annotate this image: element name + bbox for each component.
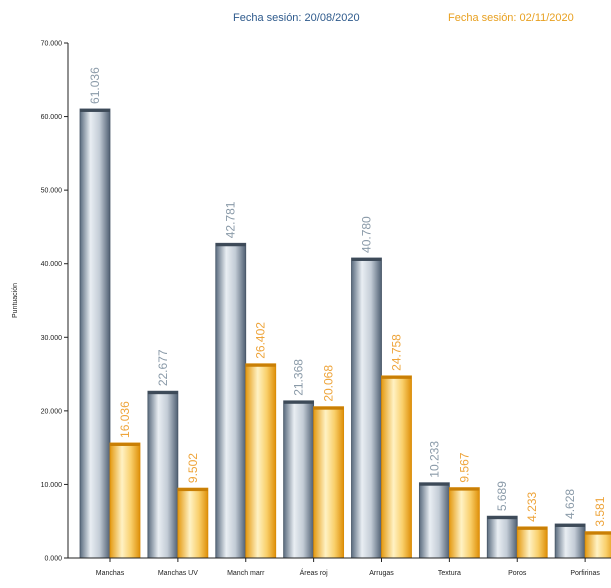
bar-2 [584,531,611,559]
x-tick-label: Manch marr [227,570,265,577]
bar-top-1 [80,108,110,112]
x-tick-label: Manchas [96,570,125,577]
bar-top-1 [147,391,178,395]
bar-top-1 [215,243,246,247]
y-axis-label: Puntuación [12,283,19,318]
bar-top-2 [449,487,480,491]
y-tick-label: 0.000 [44,556,62,563]
legend-entry-1: Fecha sesión: 20/08/2020 [233,12,360,24]
data-label-2: 4.233 [525,492,539,522]
x-axis: Manchas Manchas UV Manch marr Áreas roj Arru… [68,557,611,577]
data-label-1: 4.628 [563,489,577,519]
data-label-1: 22.677 [156,349,170,386]
data-label-1: 5.689 [495,481,509,511]
data-label-2: 26.402 [254,322,268,359]
bar-1 [147,390,179,559]
legend-entry-2: Fecha sesión: 02/11/2020 [448,12,574,24]
legend: Fecha sesión: 20/08/2020 Fecha sesión: 02… [233,12,574,24]
bar-2 [245,363,277,559]
bar-top-2 [177,488,208,492]
y-tick-label: 70.000 [41,41,63,48]
y-tick-label: 20.000 [41,408,63,415]
bar-2 [109,442,141,559]
x-tick-label: Arrugas [369,570,394,577]
bar-1 [351,257,382,559]
bar-top-1 [419,482,450,486]
bar-2 [313,406,345,559]
data-label-1: 42.781 [224,201,238,238]
x-tick-label: Manchas UV [158,570,198,577]
bar-1 [418,482,450,559]
bar-1 [79,108,111,559]
bar-top-2 [381,375,412,379]
bar-top-2 [517,526,548,530]
data-label-2: 9.502 [186,453,200,483]
data-label-2: 20.068 [322,365,336,402]
x-tick-label: Áreas roj [300,568,328,577]
bar-1 [215,242,247,559]
bar-1 [486,515,518,559]
x-tick-label: Poros [508,570,527,577]
y-tick-label: 40.000 [41,261,63,268]
bar-2 [177,487,209,559]
y-tick-label: 50.000 [41,188,63,195]
data-label-2: 24.758 [390,334,404,371]
bar-top-1 [351,257,382,261]
x-tick-label: Textura [438,570,461,577]
bar-top-1 [555,523,586,527]
data-label-2: 9.567 [457,452,471,482]
bar-2 [381,375,412,559]
data-label-2: 3.581 [593,496,607,526]
y-axis: 0.000 10.000 20.000 30.000 40.000 50.000 60.00… [12,41,69,563]
data-label-1: 21.368 [292,359,306,396]
bar-top-2 [585,531,611,535]
data-label-1: 40.780 [360,216,374,253]
bar-2 [516,526,548,559]
bar-1 [554,523,586,559]
data-label-1: 10.233 [427,441,441,478]
y-tick-label: 60.000 [41,114,63,121]
bar-top-2 [245,363,276,367]
data-label-2: 16.036 [118,401,132,438]
bar-top-1 [487,516,518,520]
bar-top-1 [283,400,314,404]
bar-2 [448,487,480,559]
data-label-1: 61.036 [88,67,102,104]
y-tick-label: 30.000 [41,335,63,342]
bar-1 [283,400,315,559]
bars: 61.036 16.036 22.677 9.502 42.781 26.402 21.36… [79,67,611,559]
x-tick-label: Porfirinas [570,570,600,577]
bar-top-2 [110,442,140,446]
y-tick-label: 10.000 [41,482,63,489]
bar-top-2 [313,406,344,410]
